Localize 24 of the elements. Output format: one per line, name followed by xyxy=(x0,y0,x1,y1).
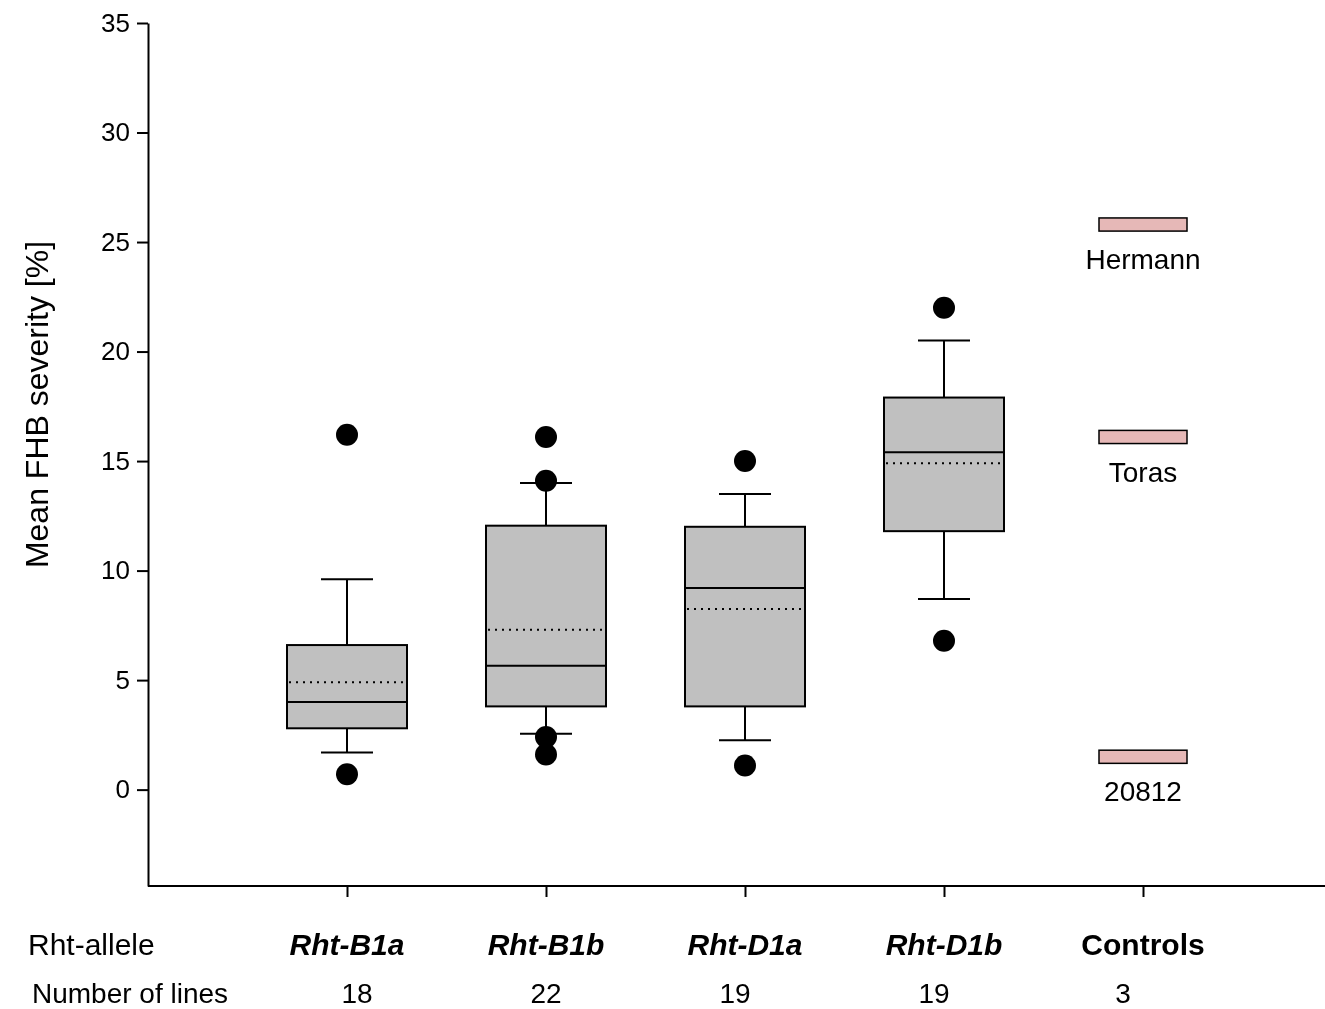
text: 19 xyxy=(918,978,950,1009)
y-tick-label: 5 xyxy=(115,664,130,695)
x-tick-label: Controls xyxy=(1081,928,1205,961)
y-tick-label: 30 xyxy=(101,117,130,148)
text: 3 xyxy=(1115,978,1131,1009)
text: 22 xyxy=(530,978,562,1009)
text: Number of lines xyxy=(32,978,229,1009)
text: 18 xyxy=(341,978,373,1009)
x-axis-title: Rht-allele xyxy=(28,928,155,961)
y-tick-label: 0 xyxy=(115,774,130,805)
x-tick-label: Rht-B1b xyxy=(487,928,605,961)
y-tick-label: 15 xyxy=(101,445,130,476)
y-tick-label: 35 xyxy=(101,7,130,38)
x-tick-label: Rht-D1a xyxy=(687,928,803,961)
annotation: 20812 xyxy=(1104,776,1182,808)
x-tick-label: Rht-D1b xyxy=(885,928,1003,961)
annotation: Toras xyxy=(1108,456,1178,488)
annotation: Hermann xyxy=(1085,244,1201,276)
y-tick-label: 10 xyxy=(101,555,130,586)
y-tick-label: 25 xyxy=(101,226,130,257)
y-tick-label: 20 xyxy=(101,336,130,367)
y-axis-title: Mean FHB severity [%] xyxy=(19,240,55,569)
x-tick-label: Rht-B1a xyxy=(289,928,405,961)
text: 19 xyxy=(719,978,751,1009)
